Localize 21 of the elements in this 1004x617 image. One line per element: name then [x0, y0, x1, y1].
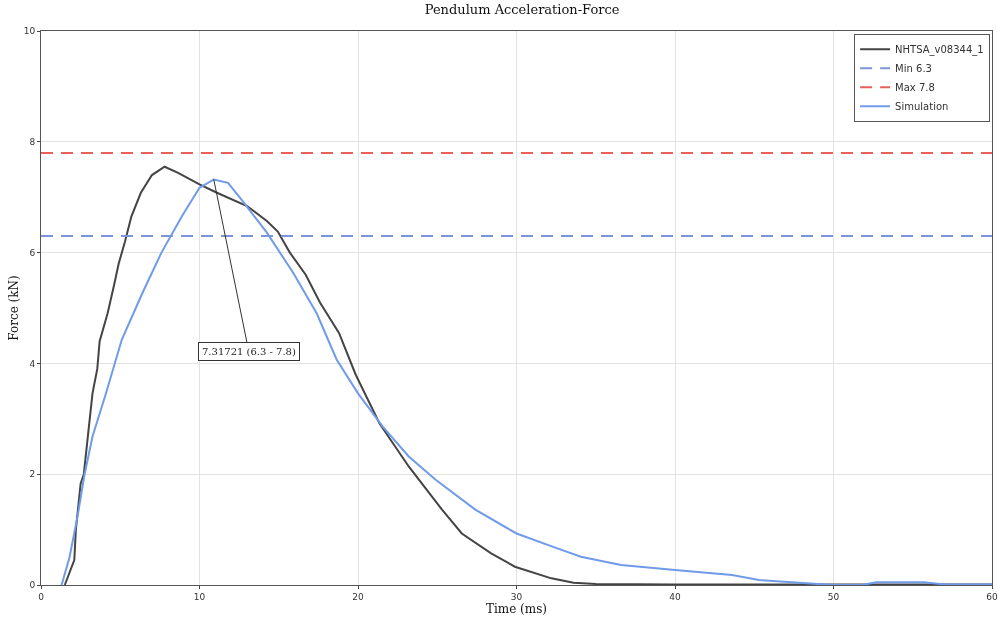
x-tick-label: 60 — [986, 591, 998, 602]
x-tick-label: 20 — [352, 591, 364, 602]
y-tick-label: 2 — [29, 469, 36, 480]
x-tick-label: 0 — [38, 591, 45, 602]
legend-label: Max 7.8 — [895, 82, 935, 94]
y-tick-label: 0 — [29, 580, 36, 591]
legend-label: NHTSA_v08344_1 — [895, 44, 984, 57]
x-tick-label: 10 — [193, 591, 206, 602]
x-tick-label: 30 — [510, 591, 523, 602]
legend-label: Min 6.3 — [895, 63, 932, 75]
chart-title: Pendulum Acceleration-Force — [424, 2, 620, 18]
y-axis-title: Force (kN) — [7, 275, 22, 341]
x-axis-title: Time (ms) — [485, 601, 548, 616]
legend-label: Simulation — [895, 101, 949, 113]
y-tick-label: 10 — [23, 26, 36, 37]
x-tick-label: 40 — [669, 591, 681, 602]
x-tick-label: 50 — [827, 591, 840, 602]
annotation: 7.31721 (6.3 - 7.8) — [202, 346, 296, 357]
y-tick-label: 6 — [29, 247, 36, 258]
y-tick-label: 4 — [29, 358, 36, 369]
y-tick-label: 8 — [29, 136, 36, 147]
